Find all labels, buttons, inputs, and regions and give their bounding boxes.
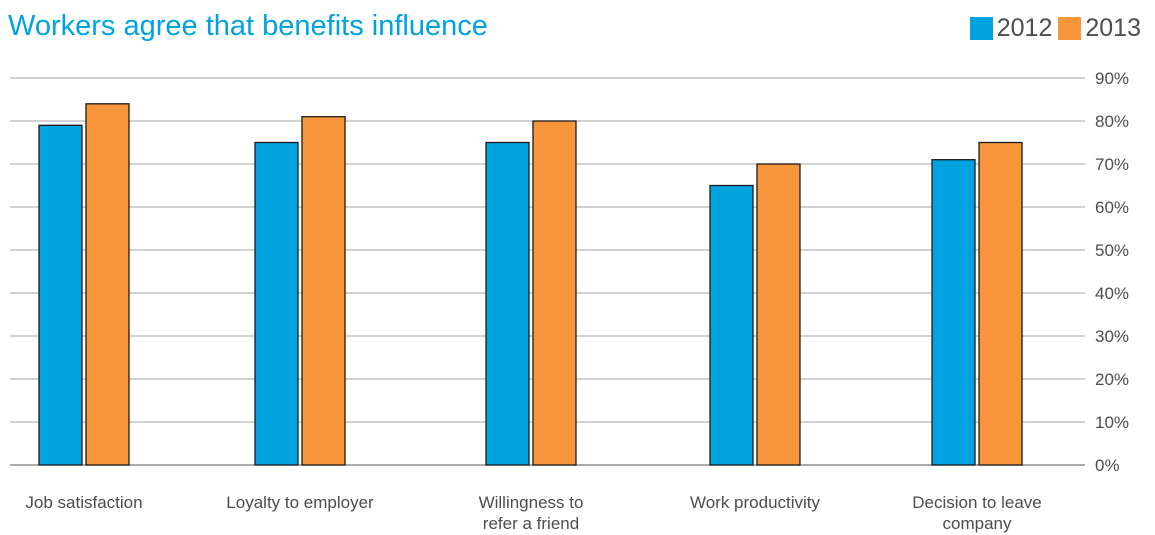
bar-2013 <box>978 141 1023 466</box>
x-category-label: Willingness to <box>479 493 584 512</box>
bar-layer <box>38 103 1023 466</box>
x-category-label: Loyalty to employer <box>226 493 374 512</box>
bar-2013 <box>85 103 130 466</box>
bar-2013 <box>756 163 801 466</box>
bar-2013 <box>301 116 346 466</box>
legend-item-2013: 2013 <box>1058 14 1141 43</box>
y-tick-label: 40% <box>1095 284 1129 303</box>
y-tick-label: 10% <box>1095 413 1129 432</box>
bar-2012 <box>254 141 299 466</box>
y-tick-label: 80% <box>1095 112 1129 131</box>
y-tick-label: 60% <box>1095 198 1129 217</box>
bar-2012 <box>709 184 754 466</box>
y-tick-label: 0% <box>1095 456 1120 475</box>
chart-title: Workers agree that benefits influence <box>8 10 488 42</box>
bar-2012 <box>38 124 83 466</box>
y-tick-label: 30% <box>1095 327 1129 346</box>
y-tick-label: 20% <box>1095 370 1129 389</box>
legend-item-2012: 2012 <box>969 14 1053 43</box>
y-tick-label: 50% <box>1095 241 1129 260</box>
bar-2012 <box>485 141 530 466</box>
y-tick-label: 70% <box>1095 155 1129 174</box>
x-category-label: company <box>943 514 1012 533</box>
x-category-label: refer a friend <box>483 514 579 533</box>
label-layer: 0% 10% 20% 30% 40% 50% 60% 70% 80% 90% Job satisfa… <box>25 69 1129 533</box>
bar-2012 <box>931 159 976 466</box>
y-tick-label: 90% <box>1095 69 1129 88</box>
legend: 2012 2013 <box>964 14 1141 43</box>
legend-label-2012: 2012 <box>996 14 1053 42</box>
bar-2013 <box>532 120 577 466</box>
legend-label-2013: 2013 <box>1085 14 1141 42</box>
x-category-label: Job satisfaction <box>25 493 142 512</box>
legend-swatch-2012 <box>969 17 993 40</box>
x-category-label: Decision to leave <box>912 493 1041 512</box>
x-category-label: Work productivity <box>690 493 821 512</box>
legend-swatch-2013 <box>1058 17 1082 40</box>
